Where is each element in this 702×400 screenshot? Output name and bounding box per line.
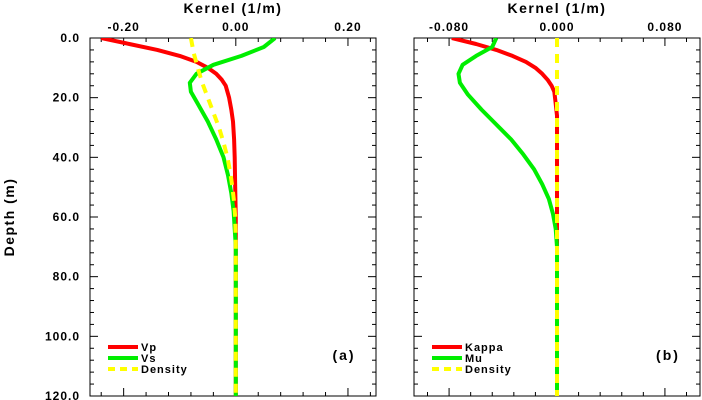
y-tick-label: 120.0: [45, 389, 80, 400]
panel-a: -0.20 0.00 0.20 Kernel (1/m) 0.0 20.0 40.0 60.0…: [1, 0, 377, 400]
x-tick-label: 0.080: [647, 20, 682, 34]
y-tick-label: 100.0: [45, 329, 80, 343]
y-tick-label: 0.0: [60, 31, 80, 45]
panel-label: (b): [656, 347, 680, 363]
legend-label: Density: [465, 364, 512, 376]
x-axis-title: Kernel (1/m): [508, 0, 607, 16]
panel-b: -0.080 0.000 0.080 Kernel (1/m) KappaMuDensi…: [413, 0, 701, 397]
series-line-density: [188, 38, 238, 396]
y-tick-label: 80.0: [53, 270, 80, 284]
x-tick-label: 0.00: [222, 20, 249, 34]
y-tick-label: 40.0: [53, 150, 80, 164]
series-line-vs: [187, 38, 277, 396]
series-line-mu: [456, 38, 559, 396]
x-tick-label: -0.080: [429, 20, 469, 34]
legend-label: Density: [141, 364, 188, 376]
legend-label: Mu: [465, 353, 483, 365]
series-line-kappa: [451, 38, 559, 396]
panel-label: (a): [332, 347, 355, 363]
y-axis-title: Depth (m): [1, 178, 17, 257]
legend-label: Vs: [141, 353, 156, 365]
y-tick-label: 20.0: [53, 91, 80, 105]
x-tick-label: 0.20: [334, 20, 361, 34]
series-line-vp: [100, 38, 238, 396]
x-axis-title: Kernel (1/m): [184, 0, 283, 16]
legend-label: Kappa: [465, 342, 504, 354]
x-tick-label: 0.000: [539, 20, 574, 34]
x-tick-label: -0.20: [107, 20, 139, 34]
y-tick-label: 60.0: [53, 210, 80, 224]
legend-label: Vp: [141, 342, 157, 354]
